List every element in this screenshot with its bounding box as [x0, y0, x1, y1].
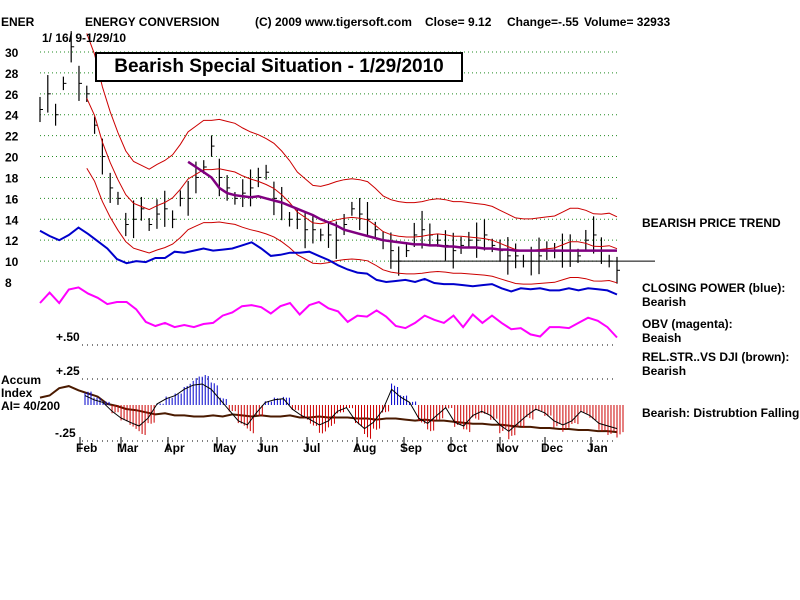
month-label: Sep	[400, 441, 422, 455]
closing-power-label: CLOSING POWER (blue):	[642, 281, 786, 295]
accum-signal-line	[84, 383, 618, 432]
y-tick-label: 24	[5, 109, 19, 123]
y-tick-label: 20	[5, 151, 19, 165]
month-label: Oct	[447, 441, 467, 455]
accum-label-line3: AI= 40/200	[1, 399, 61, 413]
upper-band-line	[86, 33, 618, 220]
volume-value: Volume= 32933	[584, 15, 671, 29]
date-range: 1/ 16/ 9-1/29/10	[42, 31, 127, 45]
y-tick-label: 10	[5, 255, 19, 269]
y-tick-label: 18	[5, 171, 19, 185]
obv-line	[39, 286, 618, 339]
month-label: Dec	[541, 441, 563, 455]
month-label: Jun	[257, 441, 278, 455]
closing-power-line	[39, 226, 618, 296]
accum-status: Bearish: Distrubtion Falling.	[642, 406, 800, 420]
accum-label-line2: Index	[1, 386, 33, 400]
y-tick-label: 28	[5, 67, 19, 81]
obv-status: Beaish	[642, 331, 682, 345]
company-name: ENERGY CONVERSION	[85, 15, 220, 29]
y-tick-label: 14	[5, 213, 19, 227]
moving-average-line	[187, 160, 617, 252]
y-tick-label: 8	[5, 276, 12, 290]
month-label: Apr	[164, 441, 185, 455]
relstr-status: Bearish	[642, 364, 687, 378]
y-tick-label: 16	[5, 192, 19, 206]
accum-label-line1: Accum	[1, 373, 42, 387]
lower-band-line	[86, 167, 618, 285]
price-trend-label: BEARISH PRICE TREND	[642, 216, 781, 230]
change-value: Change=-.55	[507, 15, 579, 29]
month-label: Nov	[496, 441, 519, 455]
month-label: Jan	[587, 441, 608, 455]
indicator-tick-label: +.50	[56, 330, 80, 344]
obv-label: OBV (magenta):	[642, 317, 733, 331]
relstr-label: REL.STR..VS DJI (brown):	[642, 350, 790, 364]
month-label: Aug	[353, 441, 376, 455]
indicator-tick-label: +.25	[56, 364, 80, 378]
special-situation-title: Bearish Special Situation - 1/29/2010	[95, 52, 463, 82]
middle-band-line	[86, 98, 618, 251]
copyright-source: (C) 2009 www.tigersoft.com	[255, 15, 412, 29]
month-label: May	[213, 441, 237, 455]
ticker-symbol: ENER	[1, 15, 35, 29]
y-tick-label: 26	[5, 88, 19, 102]
indicator-tick-label: -.25	[55, 426, 76, 440]
close-value: Close= 9.12	[425, 15, 492, 29]
closing-power-status: Bearish	[642, 295, 687, 309]
month-label: Jul	[303, 441, 320, 455]
month-label: Mar	[117, 441, 139, 455]
month-label: Feb	[76, 441, 97, 455]
y-tick-label: 30	[5, 46, 19, 60]
y-tick-label: 22	[5, 130, 19, 144]
y-tick-label: 12	[5, 234, 19, 248]
